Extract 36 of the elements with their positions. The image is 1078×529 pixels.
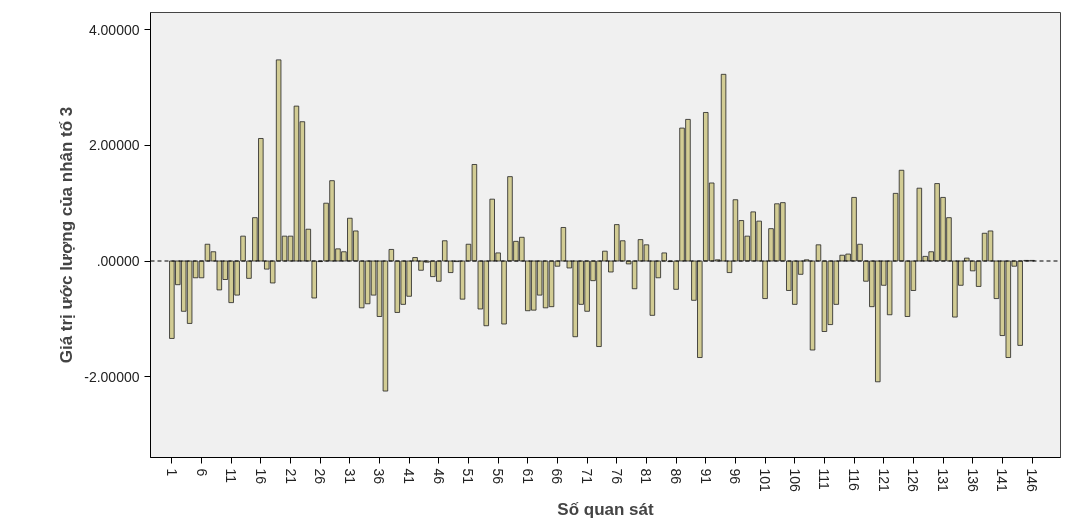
x-tick-label: 71	[579, 468, 596, 485]
y-axis-title: Giá trị ước lượng của nhân tố 3	[57, 106, 77, 364]
x-tick-label: 111	[816, 468, 833, 490]
x-tick-label: 56	[490, 468, 507, 485]
x-tick-label: 81	[638, 468, 655, 485]
x-axis-title: Số quan sát	[557, 499, 655, 519]
x-tick-label: 51	[460, 468, 477, 485]
x-tick-label: 96	[727, 468, 744, 485]
x-tick-label: 76	[608, 468, 625, 485]
x-tick-label: 91	[697, 468, 714, 485]
x-tick-label: 1	[163, 468, 180, 477]
x-tick-label: 16	[252, 468, 269, 485]
y-tick-label: 4.00000	[88, 21, 140, 38]
x-tick-label: 61	[519, 468, 536, 485]
x-tick-label: 136	[964, 468, 981, 493]
x-tick-label: 26	[312, 468, 329, 485]
x-tick-label: 66	[549, 468, 566, 485]
x-tick-label: 6	[193, 468, 210, 477]
x-tick-label: 86	[668, 468, 685, 485]
x-tick-label: 146	[1024, 468, 1041, 493]
x-tick-label: 101	[757, 468, 774, 493]
x-tick-label: 46	[430, 468, 447, 485]
x-tick-label: 131	[935, 468, 952, 493]
x-tick-label: 41	[401, 468, 418, 485]
y-tick-label: -2.00000	[84, 368, 140, 385]
x-tick-label: 31	[341, 468, 358, 485]
x-tick-label: 116	[846, 468, 863, 492]
y-tick-label: 2.00000	[88, 137, 140, 154]
y-tick-label: .00000	[96, 253, 140, 270]
x-tick-label: 141	[994, 468, 1011, 493]
x-tick-label: 36	[371, 468, 388, 485]
x-tick-label: 106	[786, 468, 803, 493]
x-tick-label: 121	[875, 468, 892, 493]
x-tick-label: 21	[282, 468, 299, 485]
x-tick-label: 11	[223, 468, 240, 484]
x-tick-label: 126	[905, 468, 922, 493]
